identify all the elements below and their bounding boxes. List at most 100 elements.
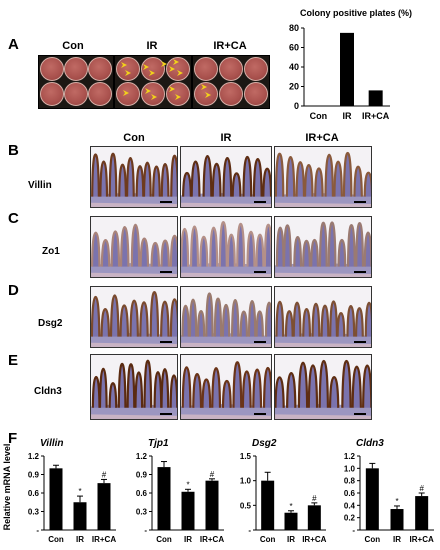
mrna-significance-mark: # [210, 470, 215, 479]
colony-ytick-label: 20 [289, 82, 299, 92]
mrna-ytick-label: 0.6 [28, 489, 40, 498]
colony-category-label: IR [343, 111, 353, 121]
mrna-bar-1 [181, 491, 195, 530]
mrna-chart-title: Dsg2 [252, 438, 277, 449]
mrna-category-label: IR+CA [302, 535, 326, 544]
mrna-ytick-label: 0.3 [136, 508, 148, 517]
mrna-category-label: Con [156, 535, 172, 544]
mrna-ytick-label: 0.3 [28, 508, 40, 517]
mrna-category-label: Con [48, 535, 64, 544]
histology-image-villin-0 [90, 146, 178, 208]
colony-chart: 0 20 40 60 80 Con IR IR+CA [289, 23, 390, 121]
mrna-significance-mark: # [419, 484, 424, 493]
mrna-bar-1 [73, 502, 87, 530]
mrna-ytick-label: 1.5 [240, 452, 252, 461]
plate-label-ir-ca: IR+CA [213, 40, 247, 52]
row-label-zo1: Zo1 [42, 246, 60, 257]
panel-letter-e: E [8, 352, 19, 369]
mrna-chart-title: Cldn3 [356, 438, 384, 449]
mrna-bar-2 [307, 505, 321, 530]
histo-col-ir-ca: IR+CA [305, 132, 339, 144]
mrna-significance-mark: * [186, 480, 189, 489]
mrna-bar-0 [365, 468, 379, 530]
mrna-ytick-label: 0.5 [240, 501, 252, 510]
mrna-ytick-label: - [36, 526, 39, 535]
colony-bar-2 [368, 90, 383, 106]
colony-ytick-label: 60 [289, 43, 299, 53]
colony-arrows-ca [201, 84, 211, 98]
mrna-ytick-label: 0.6 [344, 489, 356, 498]
histology-image-villin-2 [274, 146, 372, 208]
row-label-dsg2: Dsg2 [38, 318, 63, 329]
mrna-ytick-label: 0.8 [344, 477, 356, 486]
panel-letter-f: F [8, 430, 18, 447]
mrna-ytick-label: 1.2 [344, 452, 356, 461]
plate-image-ir [114, 55, 192, 109]
mrna-significance-mark: # [312, 494, 317, 503]
histo-col-con: Con [123, 132, 145, 144]
mrna-ytick-label: 1.0 [240, 477, 252, 486]
row-label-villin: Villin [28, 180, 52, 191]
row-label-cldn3: Cldn3 [34, 386, 62, 397]
mrna-category-label: IR [184, 535, 192, 544]
panel-letter-c: C [8, 210, 19, 227]
scale-bar [160, 201, 172, 203]
mrna-ytick-label: 1.2 [28, 452, 40, 461]
plate-image-ir-ca [192, 55, 270, 109]
panel-letter-d: D [8, 282, 19, 299]
scale-bar [354, 413, 366, 415]
scale-bar [254, 271, 266, 273]
histology-image-zo1-2 [274, 216, 372, 278]
plate-image-con [38, 55, 114, 109]
mrna-chart-title: Tjp1 [148, 438, 169, 449]
scale-bar [254, 341, 266, 343]
plate-label-con: Con [62, 40, 84, 52]
mrna-category-label: Con [365, 535, 381, 544]
mrna-significance-mark: # [102, 470, 107, 479]
histology-image-dsg2-1 [180, 286, 272, 348]
mrna-ytick-label: - [144, 526, 147, 535]
scale-bar [354, 341, 366, 343]
panel-letter-a: A [8, 36, 19, 53]
colony-arrows [121, 59, 183, 100]
mrna-chart-title: Villin [40, 438, 64, 449]
mrna-ytick-label: 0.6 [136, 489, 148, 498]
plate-label-ir: IR [146, 40, 158, 52]
mrna-category-label: IR [287, 535, 295, 544]
histology-image-cldn3-2 [274, 354, 372, 420]
mrna-bar-2 [97, 483, 111, 530]
scale-bar [254, 413, 266, 415]
mrna-category-label: IR [393, 535, 401, 544]
colony-category-label: IR+CA [362, 111, 390, 121]
mrna-bar-0 [49, 468, 63, 530]
histology-image-zo1-1 [180, 216, 272, 278]
colony-ytick-label: 80 [289, 23, 299, 33]
mrna-significance-mark: * [78, 487, 81, 496]
scale-bar [160, 271, 172, 273]
mrna-category-label: IR+CA [200, 535, 224, 544]
mrna-significance-mark: * [289, 502, 292, 511]
mrna-category-label: IR+CA [410, 535, 434, 544]
scale-bar [160, 413, 172, 415]
histology-image-cldn3-0 [90, 354, 178, 420]
mrna-ytick-label: 1.2 [136, 452, 148, 461]
mrna-bar-1 [390, 509, 404, 530]
mrna-category-label: IR+CA [92, 535, 116, 544]
histology-image-dsg2-2 [274, 286, 372, 348]
mrna-ytick-label: 0.4 [344, 501, 356, 510]
histology-image-dsg2-0 [90, 286, 178, 348]
mrna-ytick-label: 0.2 [344, 514, 356, 523]
scale-bar [354, 201, 366, 203]
mrna-bar-1 [284, 512, 298, 530]
mrna-ytick-label: - [352, 526, 355, 535]
colony-bar-1 [340, 32, 354, 106]
colony-chart-title: Colony positive plates (%) [300, 8, 413, 18]
mrna-bar-2 [205, 480, 219, 530]
mrna-bar-0 [157, 467, 171, 530]
mrna-ytick-label: - [248, 526, 251, 535]
mrna-bar-2 [415, 496, 429, 530]
colony-ytick-label: 40 [289, 62, 299, 72]
